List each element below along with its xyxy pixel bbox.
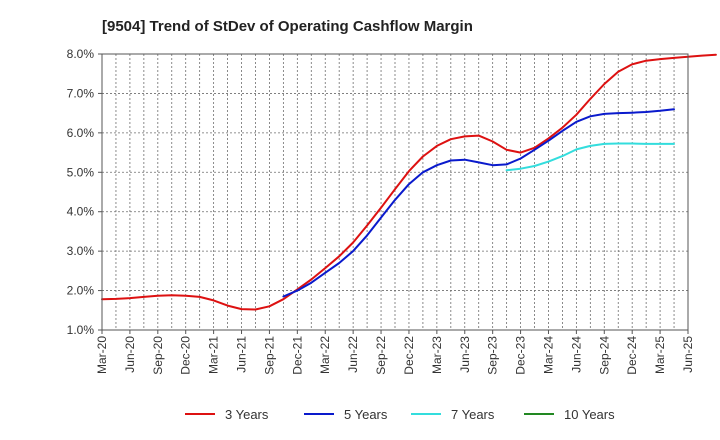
x-tick-label: Mar-25 bbox=[653, 336, 667, 374]
series-line-7-years bbox=[505, 142, 675, 172]
x-tick-label: Sep-23 bbox=[486, 336, 500, 375]
x-tick-label: Dec-22 bbox=[402, 336, 416, 375]
plot-area-frame bbox=[101, 53, 689, 331]
y-tick-label: 7.0% bbox=[67, 86, 95, 100]
x-tick-label: Dec-24 bbox=[625, 336, 639, 375]
y-tick-label: 6.0% bbox=[67, 126, 95, 140]
x-tick-label: Sep-21 bbox=[262, 336, 276, 375]
x-tick-label: Jun-21 bbox=[235, 336, 249, 373]
y-tick-label: 2.0% bbox=[67, 284, 95, 298]
series-line-5-years bbox=[282, 108, 675, 298]
y-tick-label: 5.0% bbox=[67, 165, 95, 179]
x-tick-label: Sep-22 bbox=[374, 336, 388, 375]
y-axis-tick-labels: 1.0% 2.0% 3.0% 4.0% 5.0% 6.0% 7.0% 8.0% bbox=[67, 47, 102, 337]
x-tick-label: Mar-23 bbox=[430, 336, 444, 374]
chart-title: [9504] Trend of StDev of Operating Cashf… bbox=[102, 18, 473, 35]
x-tick-label: Mar-22 bbox=[318, 336, 332, 374]
legend-label-3-years: 3 Years bbox=[225, 407, 269, 422]
legend-label-10-years: 10 Years bbox=[564, 407, 615, 422]
x-tick-label: Sep-20 bbox=[151, 336, 165, 375]
legend-label-7-years: 7 Years bbox=[451, 407, 495, 422]
x-tick-label: Mar-24 bbox=[541, 336, 555, 374]
y-tick-label: 4.0% bbox=[67, 205, 95, 219]
series-lines bbox=[101, 53, 717, 311]
x-tick-label: Mar-21 bbox=[207, 336, 221, 374]
x-tick-label: Mar-20 bbox=[95, 336, 109, 374]
legend: 3 Years 5 Years 7 Years 10 Years bbox=[185, 407, 615, 422]
x-tick-label: Dec-21 bbox=[290, 336, 304, 375]
x-tick-label: Jun-24 bbox=[569, 336, 583, 373]
y-tick-label: 8.0% bbox=[67, 47, 95, 61]
x-tick-label: Jun-25 bbox=[681, 336, 695, 373]
x-tick-label: Jun-22 bbox=[346, 336, 360, 373]
y-tick-label: 1.0% bbox=[67, 323, 95, 337]
y-tick-label: 3.0% bbox=[67, 244, 95, 258]
x-tick-label: Dec-23 bbox=[514, 336, 528, 375]
x-tick-label: Jun-23 bbox=[458, 336, 472, 373]
x-tick-label: Sep-24 bbox=[597, 336, 611, 375]
x-tick-label: Dec-20 bbox=[179, 336, 193, 375]
x-axis-tick-labels: Mar-20 Jun-20 Sep-20 Dec-20 Mar-21 Jun-21 Sep-… bbox=[95, 330, 695, 375]
legend-label-5-years: 5 Years bbox=[344, 407, 388, 422]
x-tick-label: Jun-20 bbox=[123, 336, 137, 373]
series-line-3-years bbox=[101, 53, 717, 311]
gridlines bbox=[102, 54, 688, 330]
